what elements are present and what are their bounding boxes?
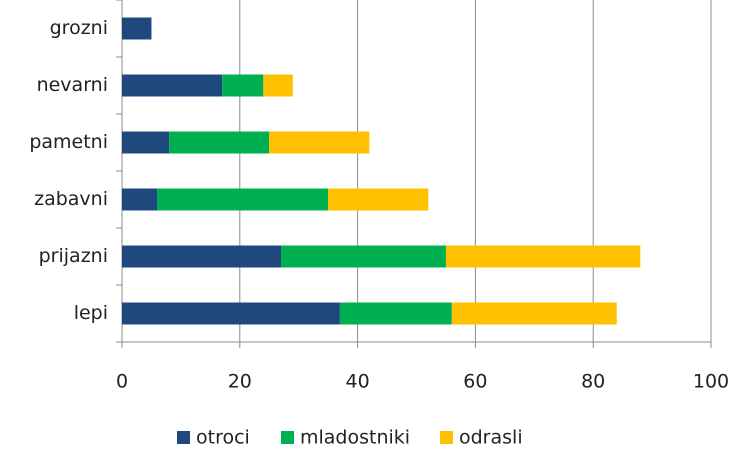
y-tick-label: prijazni [39, 245, 108, 267]
legend-label: otroci [196, 427, 250, 449]
legend-label: mladostniki [300, 427, 410, 449]
bar-segment [328, 188, 429, 211]
legend-label: odrasli [459, 427, 523, 449]
x-tick-label: 0 [116, 371, 128, 393]
bar-segment [157, 188, 329, 211]
bar-segment [122, 74, 223, 97]
x-tick-label: 80 [581, 371, 605, 393]
y-tick-label: zabavni [34, 188, 108, 210]
y-tick-label: lepi [74, 302, 108, 324]
x-tick-label: 100 [693, 371, 729, 393]
legend-swatch [177, 431, 190, 444]
bar-segment [122, 245, 282, 268]
bar-segment [169, 131, 270, 154]
bar-segment [222, 74, 264, 97]
x-tick-label: 60 [463, 371, 487, 393]
bar-segment [281, 245, 446, 268]
bar-segment [339, 302, 452, 325]
bar-segment [122, 131, 170, 154]
bar-segment [122, 17, 152, 40]
bar-segment [122, 302, 340, 325]
bar-segment [445, 245, 641, 268]
bar-segment [451, 302, 617, 325]
bar-segment [122, 188, 158, 211]
x-tick-label: 20 [228, 371, 252, 393]
legend-swatch [281, 431, 294, 444]
y-tick-label: nevarni [37, 74, 108, 96]
y-tick-label: pametni [29, 131, 108, 153]
y-tick-label: grozni [50, 17, 108, 39]
bar-segment [269, 131, 370, 154]
bar-segment [263, 74, 293, 97]
x-tick-label: 40 [346, 371, 370, 393]
legend-swatch [440, 431, 453, 444]
